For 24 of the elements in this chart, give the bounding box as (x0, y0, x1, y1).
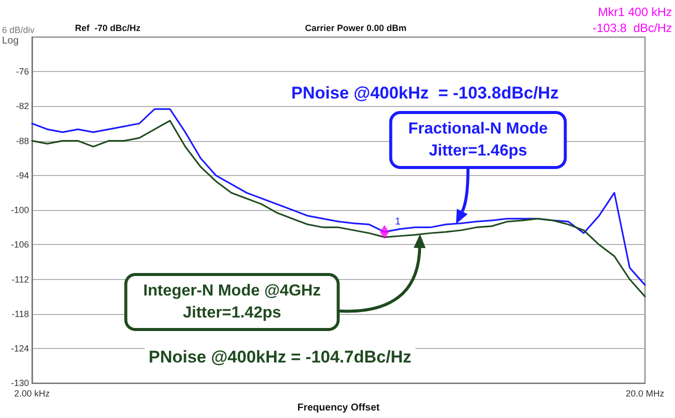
text: Mkr1 400 kHz (598, 5, 672, 19)
text: Carrier Power 0.00 dBm (305, 23, 407, 33)
annotation: Fractional-N Mode Jitter=1.46ps (408, 120, 548, 160)
annotation: 1 (395, 216, 401, 228)
y-tick-label: -100 (10, 205, 29, 216)
y-tick-label: -76 (16, 66, 29, 77)
y-tick-label: -112 (12, 274, 29, 284)
y-tick-label: -88 (16, 136, 29, 146)
annotation: PNoise @400kHz = -104.7dBc/Hz (148, 348, 412, 366)
x-axis-title: Frequency Offset (297, 402, 380, 414)
y-tick-label: -106 (10, 240, 29, 250)
annotation: Integer-N Mode @4GHz Jitter=1.42ps (143, 282, 321, 322)
text: Ref -70 dBc/Hz (75, 23, 142, 33)
x-tick-label: 20.0 MHz (626, 388, 665, 399)
text: -103.8 dBc/Hz (592, 21, 672, 35)
y-tick-label: -124 (10, 343, 29, 354)
y-tick-label: -82 (16, 101, 29, 112)
text: 6 dB/div (2, 25, 36, 35)
y-tick-label: -94 (16, 170, 29, 180)
annotation: PNoise @400kHz = -103.8dBc/Hz (291, 84, 559, 102)
y-tick-label: -118 (12, 308, 29, 319)
x-tick-label: 2.00 kHz (14, 388, 50, 399)
text: Log (2, 36, 19, 46)
y-tick-label: -130 (10, 378, 29, 388)
